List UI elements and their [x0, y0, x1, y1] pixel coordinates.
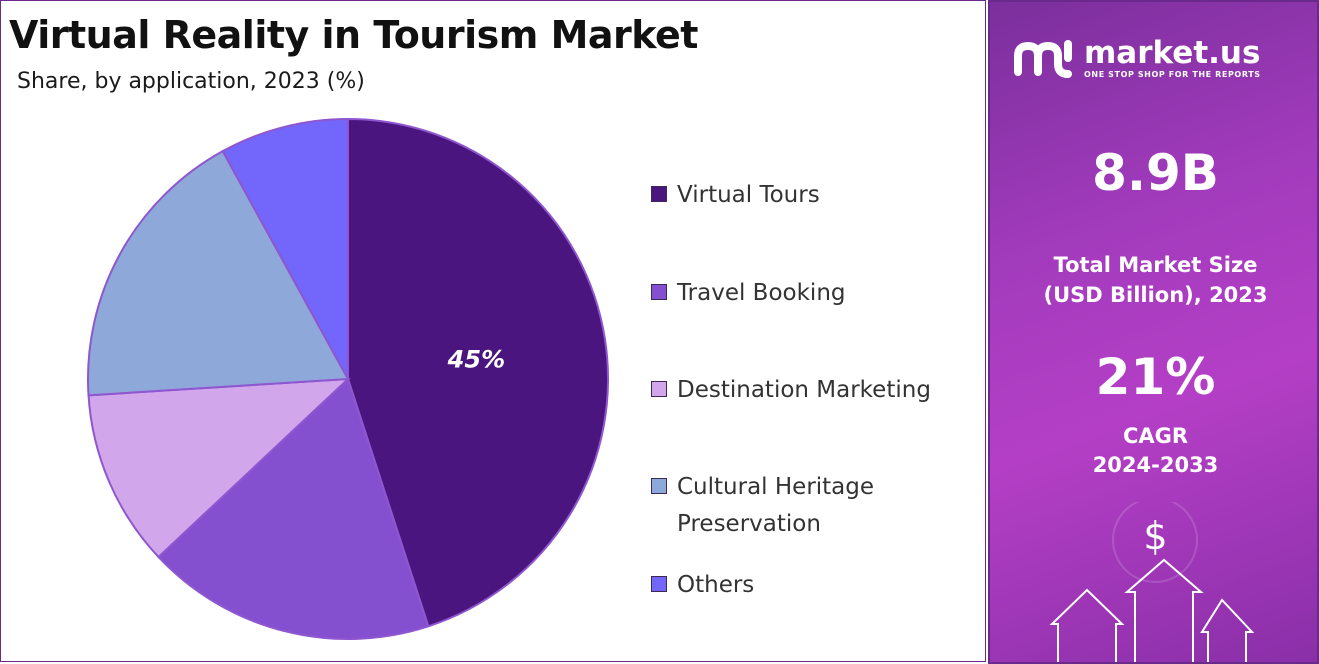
cagr-period: 2024-2033 [1092, 453, 1219, 477]
pie-slice-destination-marketing [87, 377, 351, 559]
chart-subtitle: Share, by application, 2023 (%) [17, 69, 365, 94]
legend-item: Travel Booking [651, 275, 846, 312]
pie-chart: 45% [87, 117, 609, 640]
market-size-value: 8.9B [1092, 144, 1219, 202]
legend-swatch [651, 284, 667, 300]
brand: market.us ONE STOP SHOP FOR THE REPORTS [1010, 36, 1261, 82]
chart-panel: Virtual Reality in Tourism Market Share,… [0, 0, 986, 662]
legend-label-line: Preservation [677, 511, 821, 537]
legend-label: Virtual Tours [677, 177, 820, 214]
legend-label-line: Virtual Tours [677, 182, 820, 208]
cagr-value: 21% [1095, 348, 1216, 406]
market-size-label-line2: (USD Billion), 2023 [1043, 283, 1268, 307]
brand-tagline: ONE STOP SHOP FOR THE REPORTS [1084, 70, 1261, 79]
legend-label-line: Cultural Heritage [677, 474, 875, 500]
legend-swatch [651, 478, 667, 494]
legend-item: Destination Marketing [651, 372, 931, 409]
legend-label-line: Travel Booking [677, 280, 846, 306]
brand-name: market.us [1084, 35, 1261, 71]
market-us-logo-icon [1014, 40, 1072, 78]
legend-swatch [651, 576, 667, 592]
legend-label: Others [677, 567, 754, 604]
legend-item: Virtual Tours [651, 177, 820, 214]
data-label: 45% [447, 346, 505, 374]
pie-slice-others [221, 117, 349, 380]
chart-title: Virtual Reality in Tourism Market [9, 13, 698, 57]
legend-label: Destination Marketing [677, 372, 931, 409]
legend-label-line: Others [677, 572, 755, 598]
pie-slice-virtual-tours [347, 117, 609, 628]
coin-circle-shape [1112, 502, 1198, 583]
legend-swatch [651, 186, 667, 202]
summary-panel: $ market.us ONE STOP SHOP FOR THE REPORT… [988, 0, 1319, 664]
legend-item: Others [651, 567, 754, 604]
pie-slice-cultural-heritage-preservation [87, 149, 350, 397]
legend-label: Cultural Heritage Preservation [677, 469, 874, 543]
legend-swatch [651, 381, 667, 397]
pie-slice-travel-booking [157, 377, 430, 640]
legend-item: Cultural Heritage Preservation [651, 469, 874, 543]
arrow-up-icon [1049, 558, 1255, 662]
cagr-label: CAGR [1122, 424, 1189, 448]
dollar-icon: $ [1143, 514, 1168, 558]
market-size-label-line1: Total Market Size [1053, 253, 1258, 277]
legend-label: Travel Booking [677, 275, 846, 312]
growth-arrows-graphic [1049, 502, 1255, 662]
legend-label-line: Destination Marketing [677, 377, 931, 403]
